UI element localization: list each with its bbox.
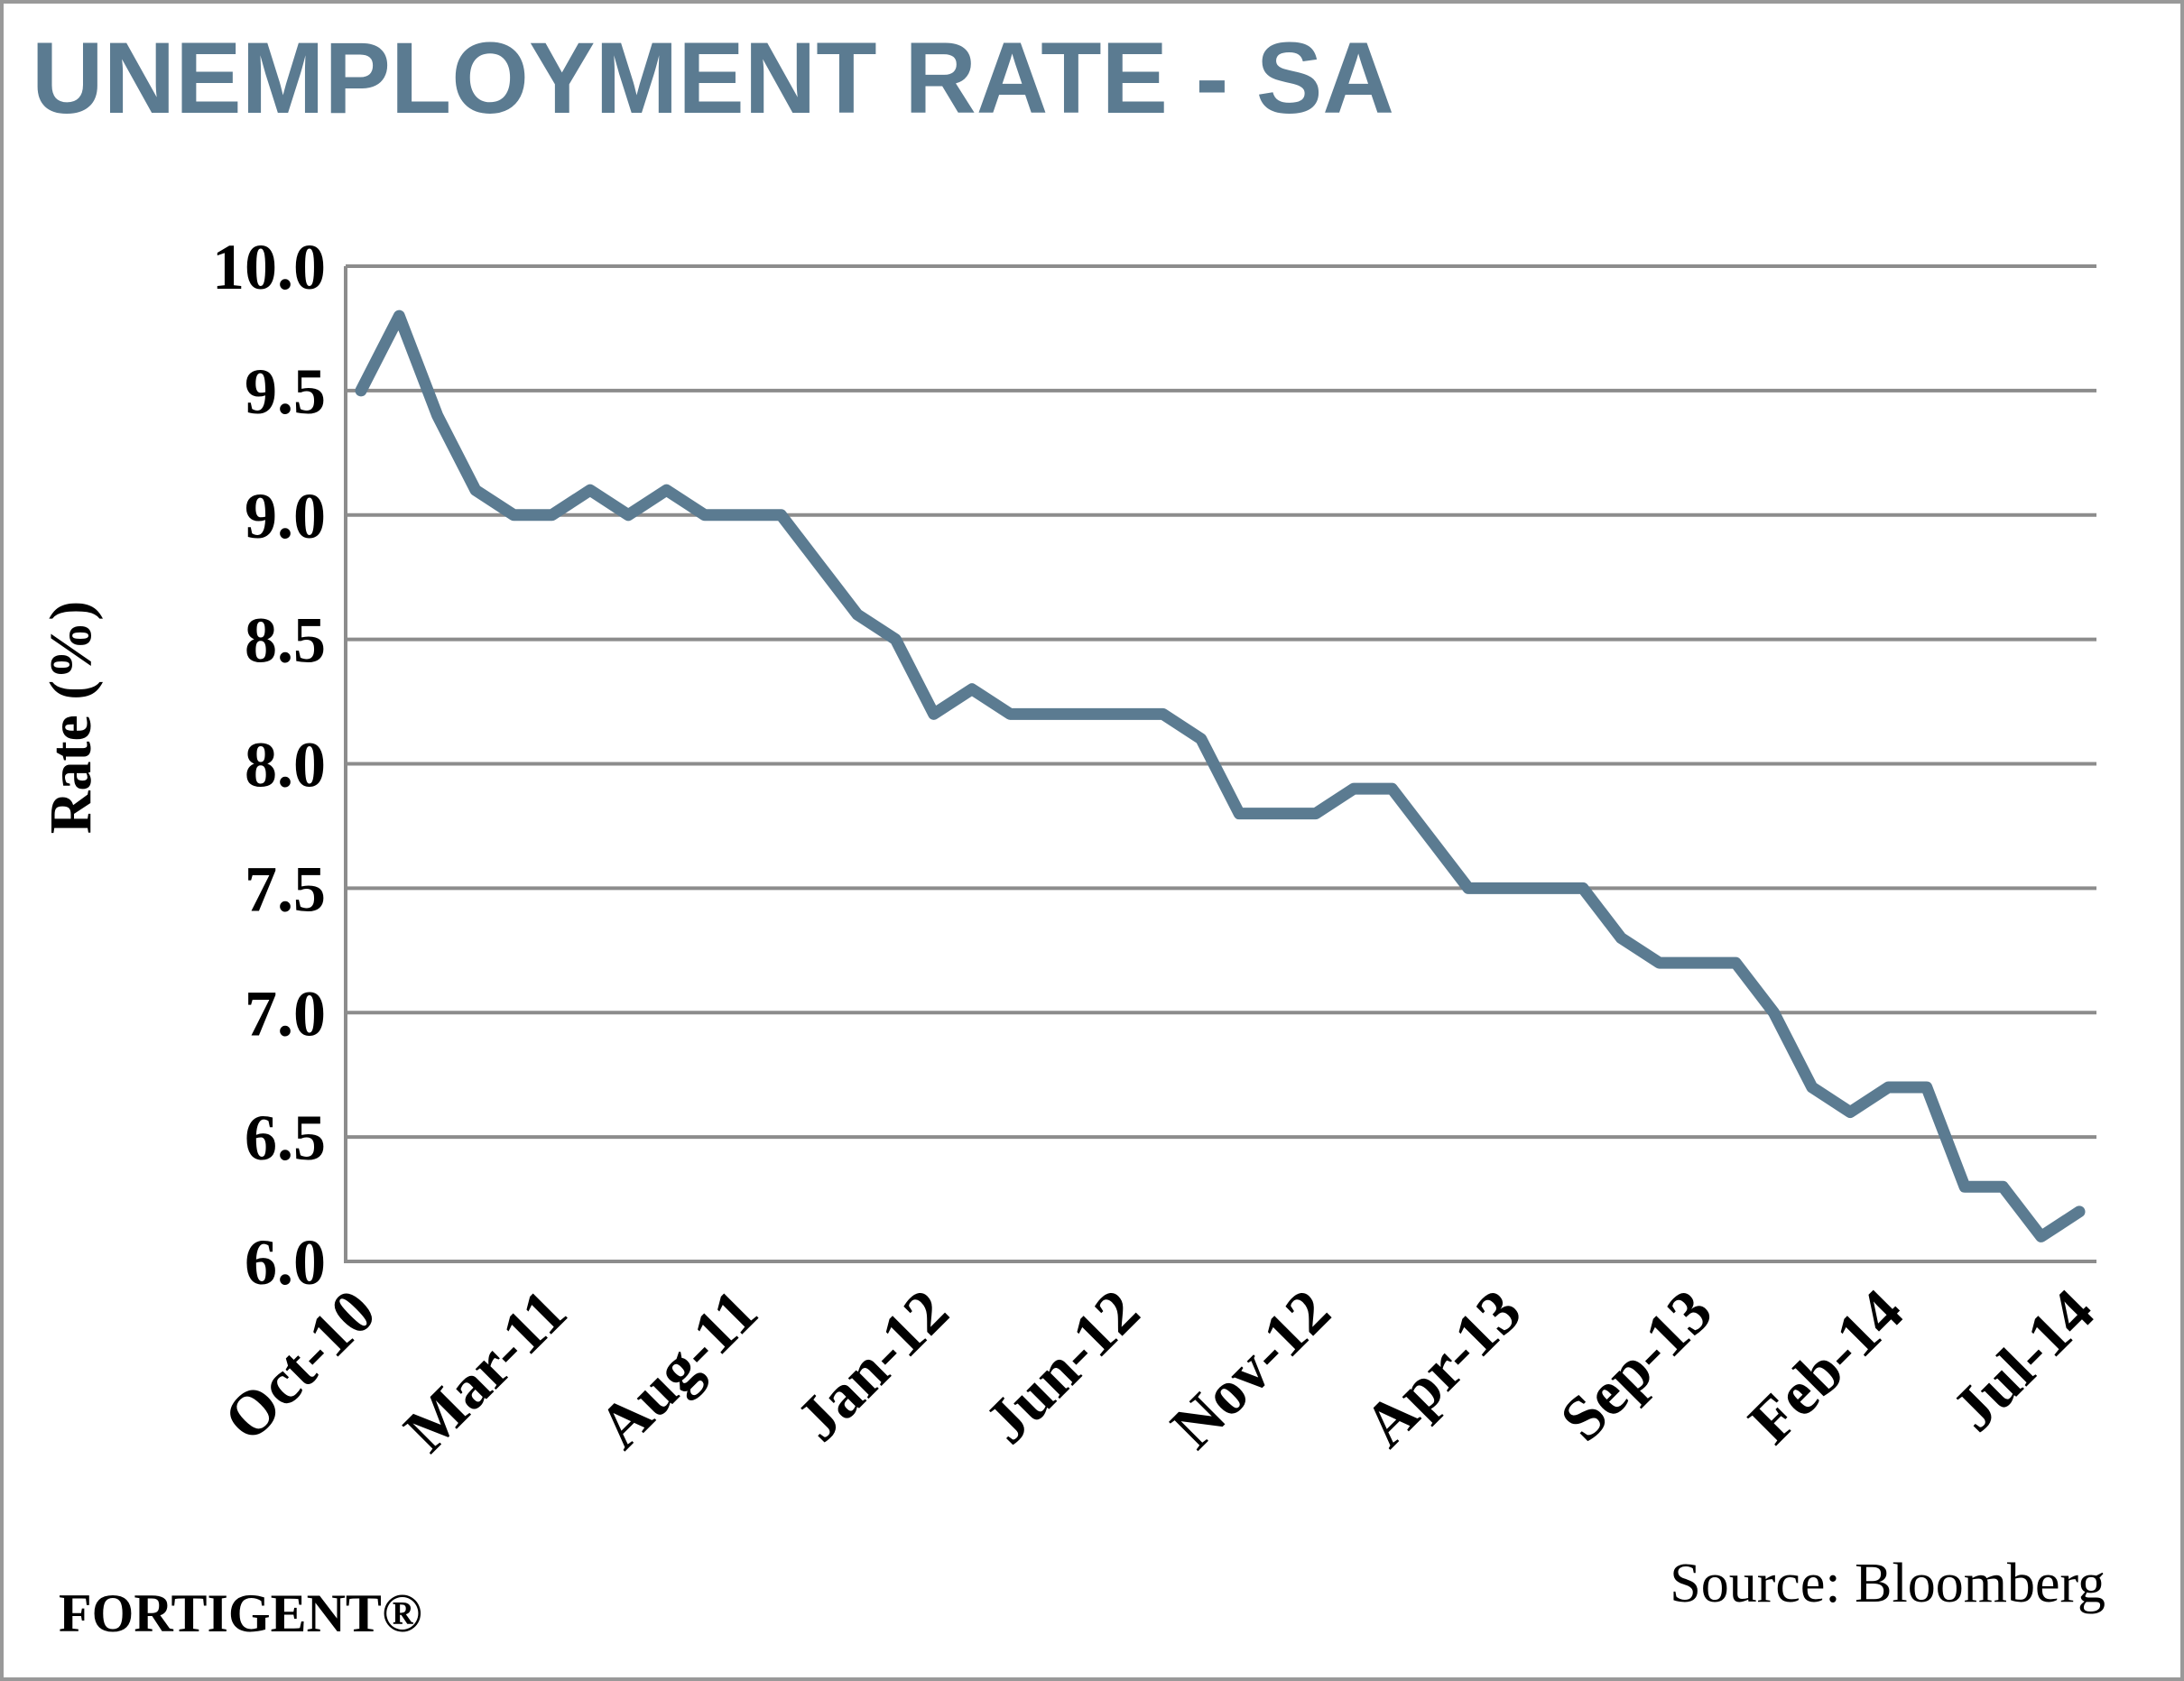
y-tick-label: 7.0 (245, 977, 326, 1049)
y-tick-label: 9.0 (245, 480, 326, 552)
chart-title: UNEMPLOYMENT RATE - SA (32, 22, 1394, 134)
y-axis-label: Rate (%) (38, 601, 104, 834)
y-tick-label: 8.5 (245, 605, 326, 677)
y-tick-label: 8.0 (245, 729, 326, 801)
y-tick-label: 7.5 (245, 853, 326, 925)
y-tick-label: 9.5 (245, 356, 326, 428)
y-tick-label: 6.5 (245, 1102, 326, 1174)
brand: FORTIGENT® (59, 1584, 422, 1643)
line-series (355, 309, 2086, 1242)
y-tick-label: 10.0 (212, 231, 326, 303)
source: Source: Bloomberg (1670, 1553, 2105, 1614)
y-tick-label: 6.0 (245, 1226, 326, 1298)
